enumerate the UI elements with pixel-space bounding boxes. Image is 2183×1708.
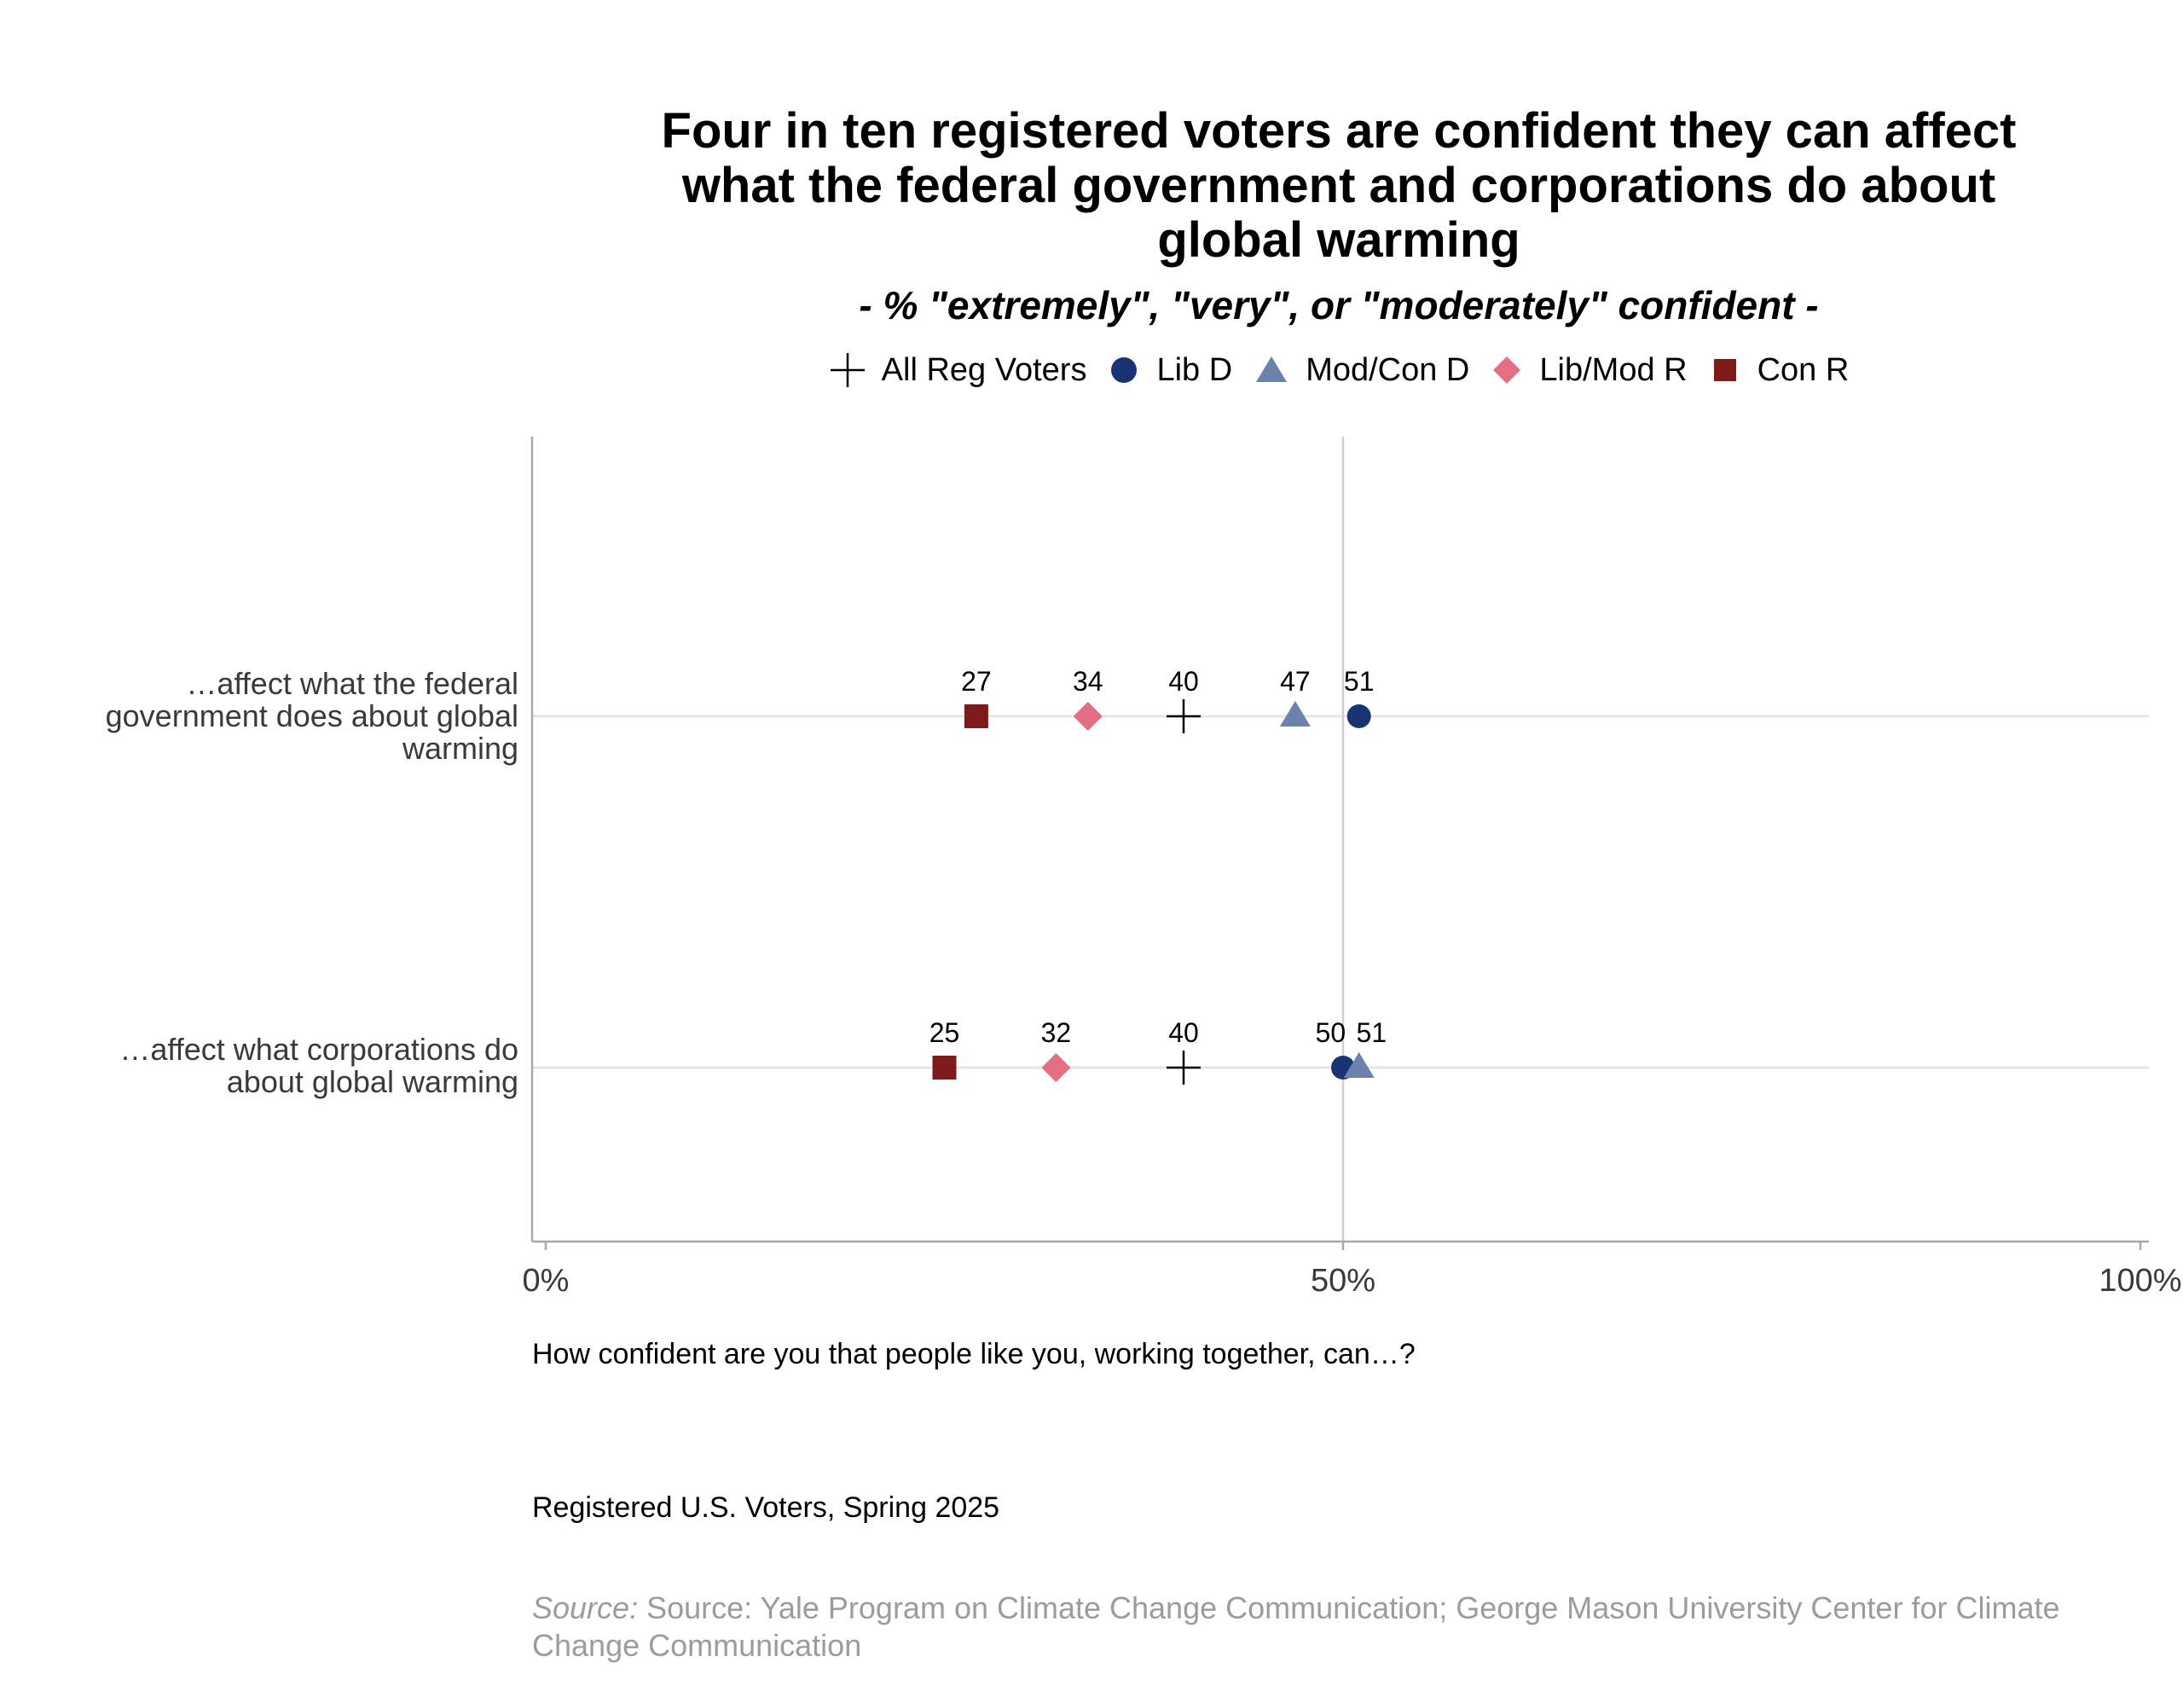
legend-cross-marker (830, 353, 865, 387)
data-point-all-reg-voters (1167, 699, 1201, 733)
legend-triangle-marker (1256, 356, 1288, 382)
data-point-mod-con-d (1279, 701, 1311, 727)
legend-item-con-r: Con R (1708, 351, 1850, 389)
chart-title-line: what the federal government and corporat… (681, 158, 1996, 213)
survey-question: How confident are you that people like y… (532, 1338, 1416, 1370)
data-point-con-r (964, 704, 988, 728)
survey-population: Registered U.S. Voters, Spring 2025 (532, 1491, 1000, 1524)
legend-label: Con R (1757, 351, 1850, 388)
data-label: 34 (1073, 666, 1103, 697)
category-label-line: …affect what corporations do (119, 1032, 518, 1067)
data-label: 51 (1357, 1017, 1387, 1048)
chart-legend: All Reg Voters Lib D Mod/Con D Lib/Mod R… (767, 344, 1910, 396)
legend-item-lib-mod-r: Lib/Mod R (1490, 351, 1688, 389)
legend-item-mod-con-d: Mod/Con D (1253, 352, 1469, 389)
legend-item-all-reg-voters: All Reg Voters (829, 351, 1087, 389)
x-tick-label: 100% (2099, 1263, 2181, 1299)
chart-title-line: global warming (1157, 212, 1520, 268)
category-label-federal-government: …affect what the federal government does… (106, 668, 518, 765)
category-label-line: …affect what the federal (186, 666, 518, 701)
data-label: 47 (1280, 666, 1311, 697)
category-label-line: about global warming (226, 1064, 518, 1099)
data-point-lib-mod-r (1041, 1053, 1071, 1082)
category-label-line: government does about global (105, 698, 518, 733)
chart-title-line: Four in ten registered voters are confid… (661, 103, 2017, 159)
category-label-corporations: …affect what corporations do about globa… (119, 1033, 518, 1098)
legend-label: All Reg Voters (881, 351, 1087, 388)
legend-diamond-marker (1493, 356, 1521, 384)
category-label-line: warming (402, 731, 518, 766)
data-label: 27 (961, 666, 992, 697)
data-point-all-reg-voters (1167, 1051, 1201, 1085)
source-note: Source: Source: Yale Program on Climate … (532, 1589, 2067, 1665)
legend-label: Lib/Mod R (1539, 351, 1688, 388)
data-label: 51 (1344, 666, 1375, 697)
x-tick-label: 50% (1311, 1263, 1375, 1299)
data-label: 32 (1041, 1017, 1072, 1048)
source-prefix: Source: (532, 1590, 639, 1625)
data-point-lib-mod-r (1073, 702, 1103, 731)
dot-plot: 0% 50% 100% 27 34 40 47 51 25 32 40 50 51 (523, 437, 2182, 1299)
data-point-con-r (932, 1056, 957, 1080)
legend-label: Mod/Con D (1306, 351, 1470, 388)
data-label: 40 (1168, 666, 1199, 697)
data-label: 25 (929, 1017, 960, 1048)
data-label: 40 (1168, 1017, 1199, 1048)
legend-item-lib-d: Lib D (1107, 352, 1232, 389)
data-label: 50 (1316, 1017, 1346, 1048)
chart-title: Four in ten registered voters are confid… (546, 104, 2132, 268)
source-text: Source: Yale Program on Climate Change C… (532, 1590, 2060, 1663)
legend-label: Lib D (1156, 351, 1233, 388)
chart-subtitle: - % "extremely", "very", or "moderately"… (859, 283, 1819, 327)
legend-square-marker (1713, 359, 1736, 381)
x-tick-label: 0% (523, 1263, 570, 1299)
data-point-mod-con-d (1343, 1052, 1375, 1078)
legend-circle-marker (1111, 357, 1138, 383)
data-point-lib-d (1346, 704, 1371, 728)
